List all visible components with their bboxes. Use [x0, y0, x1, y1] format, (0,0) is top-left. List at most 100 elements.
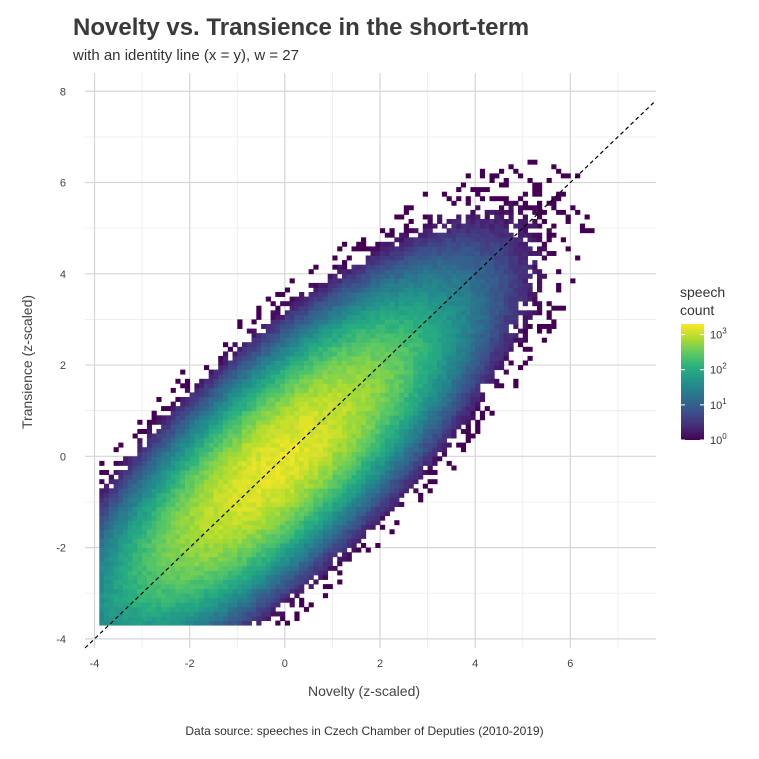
heatmap-cell: [294, 515, 300, 521]
heatmap-cell: [518, 287, 524, 293]
heatmap-cell: [161, 620, 167, 626]
heatmap-cell: [384, 502, 390, 507]
heatmap-cell: [280, 470, 286, 475]
heatmap-cell: [337, 305, 343, 311]
heatmap-cell: [513, 378, 519, 384]
heatmap-cell: [342, 310, 348, 316]
heatmap-cell: [346, 319, 352, 325]
heatmap-cell: [332, 529, 338, 535]
heatmap-cell: [346, 301, 352, 307]
heatmap-cell: [284, 419, 291, 425]
heatmap-cell: [113, 620, 119, 626]
heatmap-cell: [142, 602, 148, 608]
heatmap-cell: [499, 305, 505, 311]
heatmap-cell: [389, 447, 395, 453]
heatmap-cell: [475, 401, 481, 407]
heatmap-cell: [199, 378, 205, 384]
heatmap-cell: [223, 433, 229, 439]
heatmap-cell: [537, 273, 543, 279]
heatmap-cell: [403, 401, 409, 407]
heatmap-cell: [522, 205, 528, 211]
heatmap-cell: [137, 529, 143, 535]
heatmap-cell: [408, 205, 414, 211]
heatmap-cell: [475, 301, 481, 307]
heatmap-cell: [337, 419, 343, 425]
heatmap-cell: [342, 552, 348, 558]
heatmap-cell: [146, 465, 153, 471]
heatmap-cell: [403, 465, 409, 471]
heatmap-cell: [223, 360, 229, 366]
heatmap-cell: [275, 470, 281, 475]
heatmap-cell: [522, 360, 528, 366]
heatmap-cell: [437, 214, 443, 220]
heatmap-cell: [451, 355, 457, 361]
heatmap-cell: [332, 374, 338, 380]
heatmap-cell: [251, 579, 257, 585]
heatmap-cell: [256, 351, 262, 357]
heatmap-cell: [242, 561, 248, 567]
heatmap-cell: [204, 611, 210, 617]
heatmap-cell: [346, 387, 352, 393]
heatmap-cell: [227, 502, 233, 507]
heatmap-cell: [308, 324, 314, 329]
heatmap-cell: [475, 228, 481, 234]
heatmap-cell: [408, 360, 414, 366]
heatmap-cell: [246, 374, 252, 380]
heatmap-cell: [142, 465, 148, 471]
heatmap-cell: [242, 342, 248, 348]
heatmap-cell: [318, 538, 324, 544]
heatmap-cell: [327, 538, 333, 544]
heatmap-cell: [227, 424, 233, 430]
heatmap-cell: [223, 588, 229, 594]
heatmap-cell: [232, 410, 238, 416]
heatmap-cell: [508, 296, 514, 302]
heatmap-cell: [375, 483, 381, 489]
heatmap-cell: [413, 228, 419, 234]
heatmap-cell: [337, 383, 343, 389]
heatmap-cell: [156, 520, 162, 526]
heatmap-cell: [508, 219, 514, 224]
heatmap-cell: [327, 278, 333, 284]
heatmap-cell: [441, 360, 448, 366]
heatmap-cell: [227, 506, 233, 512]
heatmap-cell: [370, 264, 376, 270]
heatmap-cell: [508, 232, 514, 238]
heatmap-cell: [146, 620, 153, 626]
heatmap-cell: [322, 328, 329, 334]
heatmap-cell: [342, 543, 348, 548]
heatmap-cell: [337, 492, 343, 498]
heatmap-cell: [223, 465, 229, 471]
heatmap-cell: [275, 360, 281, 366]
heatmap-cell: [308, 511, 314, 517]
heatmap-cell: [261, 515, 267, 521]
heatmap-cell: [161, 565, 167, 571]
heatmap-cell: [213, 492, 219, 498]
heatmap-cell: [146, 552, 153, 558]
heatmap-cell: [132, 470, 138, 475]
heatmap-cell: [332, 460, 338, 466]
heatmap-cell: [204, 593, 210, 599]
heatmap-cell: [351, 520, 357, 526]
heatmap-cell: [289, 529, 295, 535]
heatmap-cell: [337, 351, 343, 357]
heatmap-cell: [265, 424, 271, 430]
heatmap-cell: [237, 419, 243, 425]
heatmap-cell: [251, 360, 257, 366]
heatmap-cell: [232, 488, 238, 494]
heatmap-cell: [208, 584, 214, 590]
heatmap-cell: [175, 429, 181, 434]
heatmap-cell: [180, 415, 186, 421]
heatmap-cell: [142, 515, 148, 521]
heatmap-cell: [351, 287, 357, 293]
heatmap-cell: [127, 470, 133, 475]
heatmap-cell: [223, 374, 229, 380]
heatmap-cell: [351, 296, 357, 302]
heatmap-cell: [418, 365, 424, 371]
heatmap-cell: [204, 575, 210, 580]
heatmap-cell: [361, 392, 367, 398]
heatmap-cell: [456, 237, 462, 243]
heatmap-cell: [237, 529, 243, 535]
heatmap-cell: [204, 606, 210, 612]
heatmap-cell: [199, 565, 205, 571]
heatmap-cell: [227, 465, 233, 471]
